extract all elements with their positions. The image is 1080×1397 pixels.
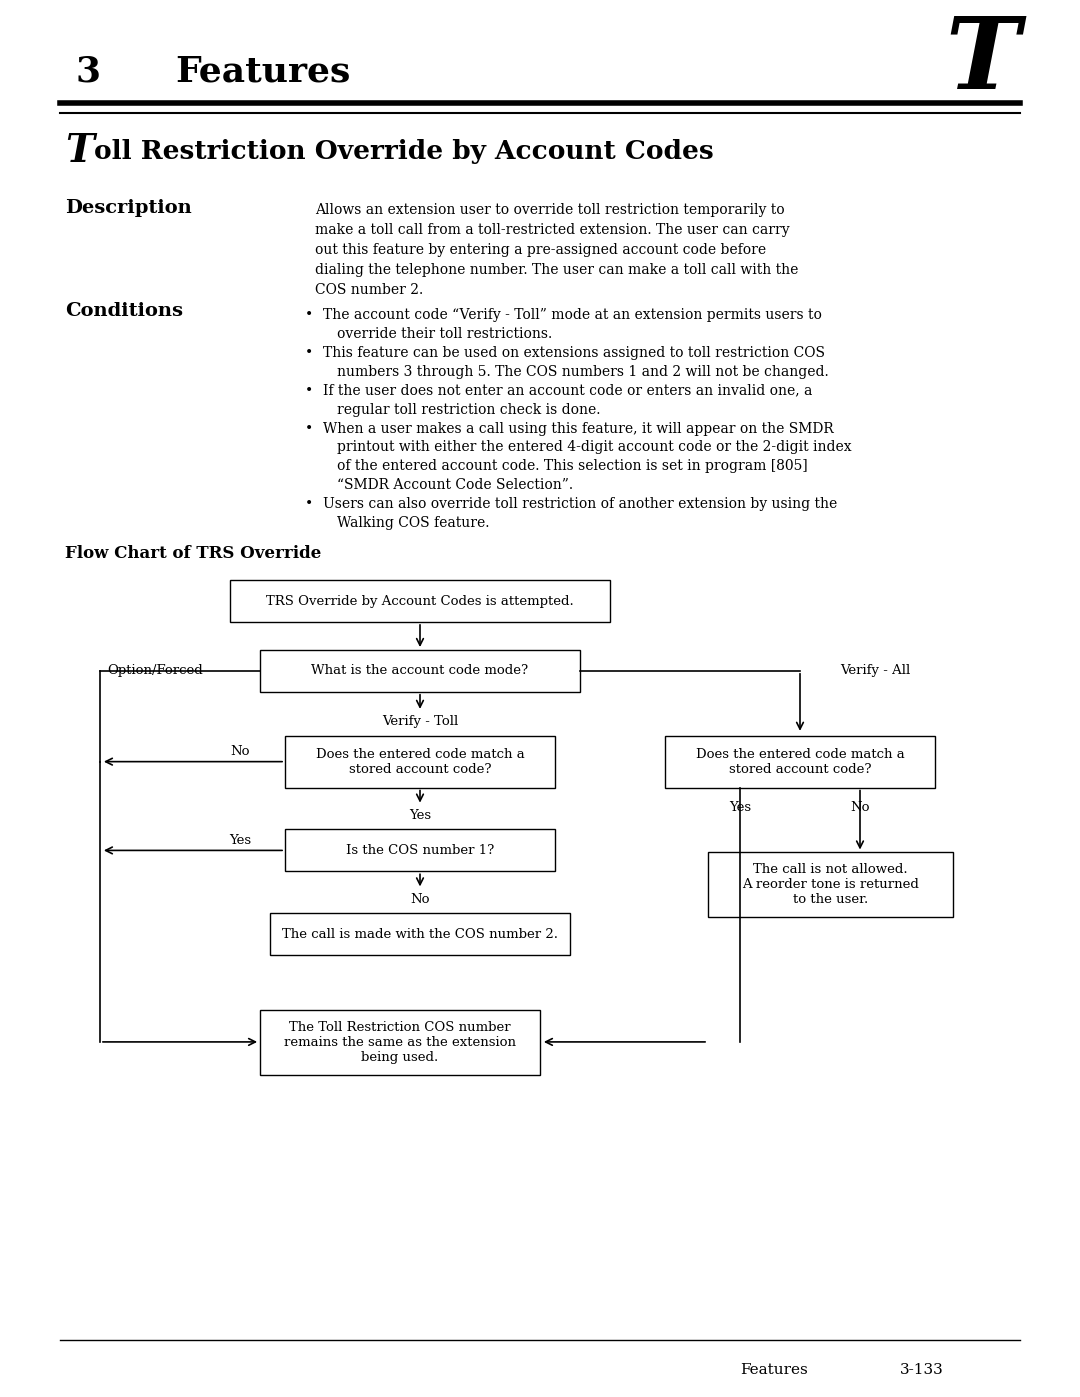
Text: Does the entered code match a
stored account code?: Does the entered code match a stored acc… bbox=[696, 747, 904, 775]
Text: When a user makes a call using this feature, it will appear on the SMDR: When a user makes a call using this feat… bbox=[323, 422, 834, 436]
Text: Features: Features bbox=[740, 1363, 808, 1377]
Text: TRS Override by Account Codes is attempted.: TRS Override by Account Codes is attempt… bbox=[266, 595, 573, 608]
Bar bbox=[285, 830, 555, 872]
Text: Does the entered code match a
stored account code?: Does the entered code match a stored acc… bbox=[315, 747, 525, 775]
Text: 3: 3 bbox=[75, 54, 100, 88]
Bar bbox=[708, 852, 953, 918]
Text: Conditions: Conditions bbox=[65, 302, 183, 320]
Text: The account code “Verify - Toll” mode at an extension permits users to: The account code “Verify - Toll” mode at… bbox=[323, 307, 822, 321]
Text: No: No bbox=[850, 800, 869, 814]
Text: T: T bbox=[65, 133, 94, 170]
Text: •: • bbox=[305, 422, 313, 436]
Text: Option/Forced: Option/Forced bbox=[107, 665, 203, 678]
Text: Users can also override toll restriction of another extension by using the: Users can also override toll restriction… bbox=[323, 497, 837, 511]
Text: Verify - All: Verify - All bbox=[840, 665, 910, 678]
Text: “SMDR Account Code Selection”.: “SMDR Account Code Selection”. bbox=[337, 478, 573, 492]
Text: •: • bbox=[305, 345, 313, 359]
Bar bbox=[665, 736, 935, 788]
Text: printout with either the entered 4-digit account code or the 2-digit index: printout with either the entered 4-digit… bbox=[337, 440, 852, 454]
Text: make a toll call from a toll-restricted extension. The user can carry: make a toll call from a toll-restricted … bbox=[315, 224, 789, 237]
Text: The call is made with the COS number 2.: The call is made with the COS number 2. bbox=[282, 928, 558, 940]
Text: What is the account code mode?: What is the account code mode? bbox=[311, 665, 528, 678]
Text: No: No bbox=[230, 745, 249, 759]
Text: regular toll restriction check is done.: regular toll restriction check is done. bbox=[337, 402, 600, 416]
Bar bbox=[260, 1010, 540, 1074]
Text: No: No bbox=[410, 893, 430, 905]
Text: •: • bbox=[305, 307, 313, 321]
Text: numbers 3 through 5. The COS numbers 1 and 2 will not be changed.: numbers 3 through 5. The COS numbers 1 a… bbox=[337, 365, 828, 379]
Text: Is the COS number 1?: Is the COS number 1? bbox=[346, 844, 495, 856]
Text: Allows an extension user to override toll restriction temporarily to: Allows an extension user to override tol… bbox=[315, 203, 785, 217]
Bar bbox=[285, 736, 555, 788]
Text: The call is not allowed.
A reorder tone is returned
to the user.: The call is not allowed. A reorder tone … bbox=[742, 863, 919, 907]
Text: dialing the telephone number. The user can make a toll call with the: dialing the telephone number. The user c… bbox=[315, 263, 798, 277]
Text: oll Restriction Override by Account Codes: oll Restriction Override by Account Code… bbox=[94, 138, 714, 163]
Text: The Toll Restriction COS number
remains the same as the extension
being used.: The Toll Restriction COS number remains … bbox=[284, 1021, 516, 1065]
Text: Yes: Yes bbox=[229, 834, 251, 847]
Bar bbox=[230, 580, 610, 622]
Text: T: T bbox=[946, 13, 1020, 110]
Text: 3-133: 3-133 bbox=[900, 1363, 944, 1377]
Text: COS number 2.: COS number 2. bbox=[315, 282, 423, 298]
Text: out this feature by entering a pre-assigned account code before: out this feature by entering a pre-assig… bbox=[315, 243, 766, 257]
Text: Yes: Yes bbox=[729, 800, 751, 814]
Text: Walking COS feature.: Walking COS feature. bbox=[337, 517, 489, 531]
Text: of the entered account code. This selection is set in program [805]: of the entered account code. This select… bbox=[337, 460, 808, 474]
Text: If the user does not enter an account code or enters an invalid one, a: If the user does not enter an account co… bbox=[323, 384, 812, 398]
Bar bbox=[260, 650, 580, 692]
Text: •: • bbox=[305, 384, 313, 398]
Text: Flow Chart of TRS Override: Flow Chart of TRS Override bbox=[65, 545, 321, 562]
Text: This feature can be used on extensions assigned to toll restriction COS: This feature can be used on extensions a… bbox=[323, 345, 825, 359]
Text: •: • bbox=[305, 497, 313, 511]
Text: Features: Features bbox=[175, 54, 350, 88]
Text: override their toll restrictions.: override their toll restrictions. bbox=[337, 327, 552, 341]
Bar bbox=[270, 914, 570, 956]
Text: Verify - Toll: Verify - Toll bbox=[382, 715, 458, 728]
Text: Description: Description bbox=[65, 198, 192, 217]
Text: Yes: Yes bbox=[409, 809, 431, 821]
